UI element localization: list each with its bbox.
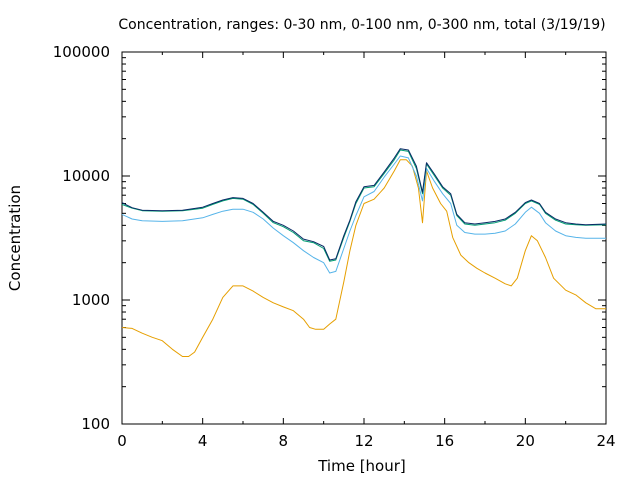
series-line-2 xyxy=(121,155,606,274)
series-line-1 xyxy=(121,159,606,357)
y-tick-label: 10000 xyxy=(62,167,110,185)
y-tick-label: 100 xyxy=(81,415,110,433)
series-line-4 xyxy=(121,148,607,261)
y-tick-label: 1000 xyxy=(72,291,110,309)
series-line-3 xyxy=(121,149,607,262)
x-tick-label: 20 xyxy=(516,432,535,450)
y-tick-label: 100000 xyxy=(53,43,110,61)
x-axis: 0 4 8 12 16 20 24 xyxy=(117,52,616,450)
y-axis: 100 1000 10000 100000 xyxy=(53,43,606,433)
chart-title: Concentration, ranges: 0-30 nm, 0-100 nm… xyxy=(118,17,605,33)
x-tick-label: 0 xyxy=(117,432,127,450)
x-tick-label: 8 xyxy=(279,432,289,450)
x-axis-label: Time [hour] xyxy=(317,457,406,475)
series-lines xyxy=(121,148,607,357)
x-tick-label: 12 xyxy=(354,432,373,450)
y-axis-label: Concentration xyxy=(6,185,24,291)
x-tick-label: 4 xyxy=(198,432,208,450)
x-tick-label: 16 xyxy=(435,432,454,450)
x-tick-label: 24 xyxy=(596,432,615,450)
